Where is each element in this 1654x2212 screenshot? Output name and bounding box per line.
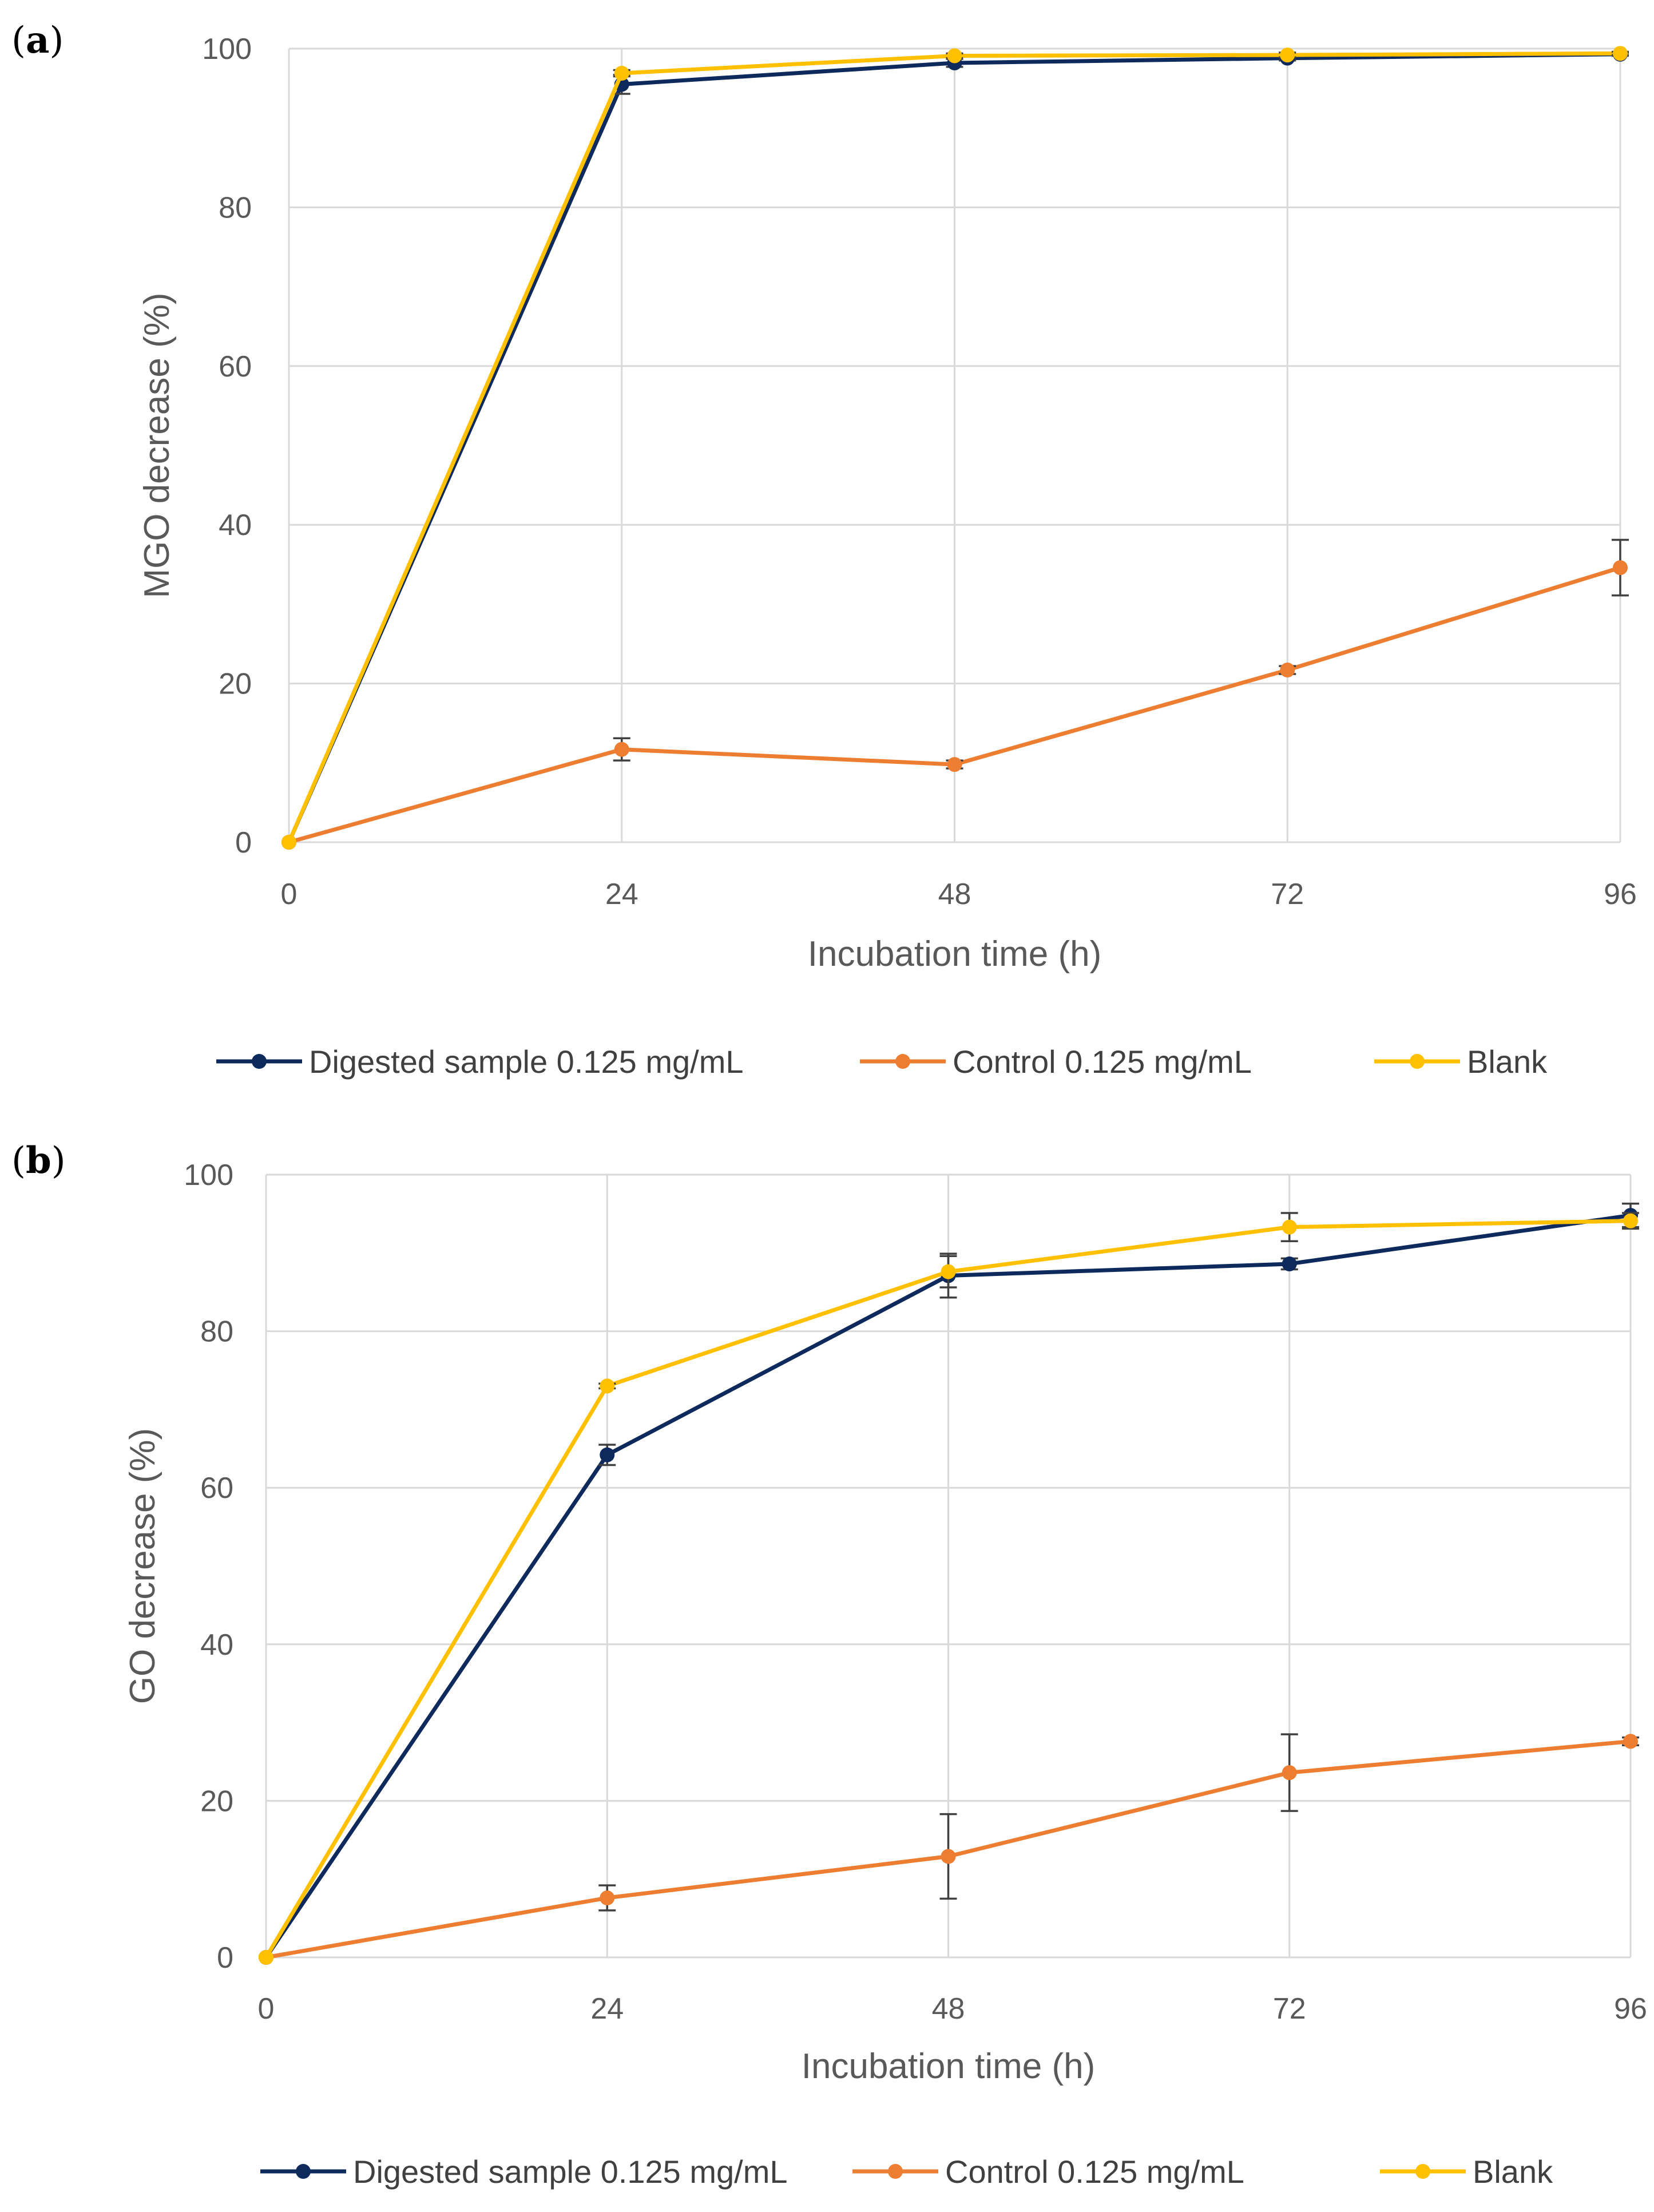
x-tick-label: 48 xyxy=(938,878,971,911)
y-tick-label: 80 xyxy=(200,1315,233,1349)
data-point xyxy=(600,1378,615,1394)
y-tick-label: 80 xyxy=(219,191,252,224)
chart-panel-a: (a) 0 20 40 60 80 100 0 24 48 72 96 Incubation time … xyxy=(11,19,1637,1080)
x-tick-label: 72 xyxy=(1273,1992,1306,2025)
data-point xyxy=(614,65,629,81)
data-point xyxy=(1613,46,1628,61)
y-axis-title: GO decrease (%) xyxy=(123,1428,162,1704)
data-point xyxy=(1623,1734,1638,1749)
legend-label: Digested sample 0.125 mg/mL xyxy=(309,1044,744,1080)
series-2 xyxy=(281,46,1629,850)
x-axis-title: Incubation time (h) xyxy=(808,934,1101,974)
legend-item: Control 0.125 mg/mL xyxy=(852,2154,1244,2190)
y-tick-label: 40 xyxy=(200,1628,233,1662)
panel-label: (a) xyxy=(11,19,64,62)
x-tick-label: 96 xyxy=(1614,1992,1647,2025)
y-tick-label: 100 xyxy=(184,1159,233,1192)
data-point xyxy=(1280,663,1295,678)
legend-item: Digested sample 0.125 mg/mL xyxy=(216,1044,744,1080)
data-point xyxy=(600,1890,615,1906)
legend-swatch-marker xyxy=(252,1054,267,1069)
series-2 xyxy=(259,1212,1639,1965)
data-point xyxy=(941,1264,956,1279)
x-tick-label: 0 xyxy=(258,1992,275,2025)
data-point xyxy=(614,742,629,757)
legend-swatch-marker xyxy=(895,1054,910,1069)
data-point xyxy=(947,757,962,772)
x-tick-label: 72 xyxy=(1271,878,1304,911)
y-tick-label: 100 xyxy=(202,33,252,66)
legend-swatch-marker xyxy=(1410,1054,1425,1069)
legend-item: Blank xyxy=(1380,2154,1553,2190)
data-point xyxy=(281,835,296,850)
data-point xyxy=(1280,47,1295,63)
legend-item: Digested sample 0.125 mg/mL xyxy=(260,2154,788,2190)
x-tick-label: 48 xyxy=(932,1992,965,2025)
panel-label: (b) xyxy=(11,1139,66,1182)
x-tick-label: 0 xyxy=(281,878,298,911)
legend-swatch-marker xyxy=(296,2164,311,2179)
y-tick-label: 60 xyxy=(219,350,252,383)
y-axis-title: MGO decrease (%) xyxy=(137,292,177,598)
legend-swatch-marker xyxy=(1415,2164,1430,2179)
data-point xyxy=(600,1447,615,1462)
legend-label: Control 0.125 mg/mL xyxy=(945,2154,1244,2190)
legend: Digested sample 0.125 mg/mL Control 0.125… xyxy=(216,1044,1548,1080)
chart-panel-b: (b) 0 20 40 60 80 100 0 24 48 72 96 Incubation time … xyxy=(11,1139,1647,2190)
legend-item: Blank xyxy=(1374,1044,1548,1080)
x-tick-label: 24 xyxy=(590,1992,624,2025)
legend-label: Digested sample 0.125 mg/mL xyxy=(353,2154,788,2190)
x-axis-title: Incubation time (h) xyxy=(802,2047,1095,2086)
data-point xyxy=(947,48,962,64)
x-tick-label: 24 xyxy=(605,878,638,911)
data-point xyxy=(1623,1213,1638,1228)
data-point xyxy=(1282,1219,1297,1235)
x-tick-label: 96 xyxy=(1604,878,1637,911)
y-tick-label: 60 xyxy=(200,1472,233,1505)
legend-label: Blank xyxy=(1467,1044,1548,1080)
y-tick-label: 20 xyxy=(219,668,252,701)
data-point xyxy=(1613,560,1628,576)
data-point xyxy=(259,1950,273,1965)
legend-item: Control 0.125 mg/mL xyxy=(860,1044,1252,1080)
y-tick-label: 20 xyxy=(200,1785,233,1818)
legend: Digested sample 0.125 mg/mL Control 0.125… xyxy=(260,2154,1553,2190)
y-tick-label: 40 xyxy=(219,509,252,542)
legend-label: Control 0.125 mg/mL xyxy=(953,1044,1252,1080)
legend-label: Blank xyxy=(1473,2154,1553,2190)
y-tick-label: 0 xyxy=(235,826,252,859)
data-point xyxy=(1282,1256,1297,1271)
data-point xyxy=(941,1849,956,1864)
y-tick-label: 0 xyxy=(217,1941,233,1975)
legend-swatch-marker xyxy=(888,2164,903,2179)
data-point xyxy=(1282,1765,1297,1781)
